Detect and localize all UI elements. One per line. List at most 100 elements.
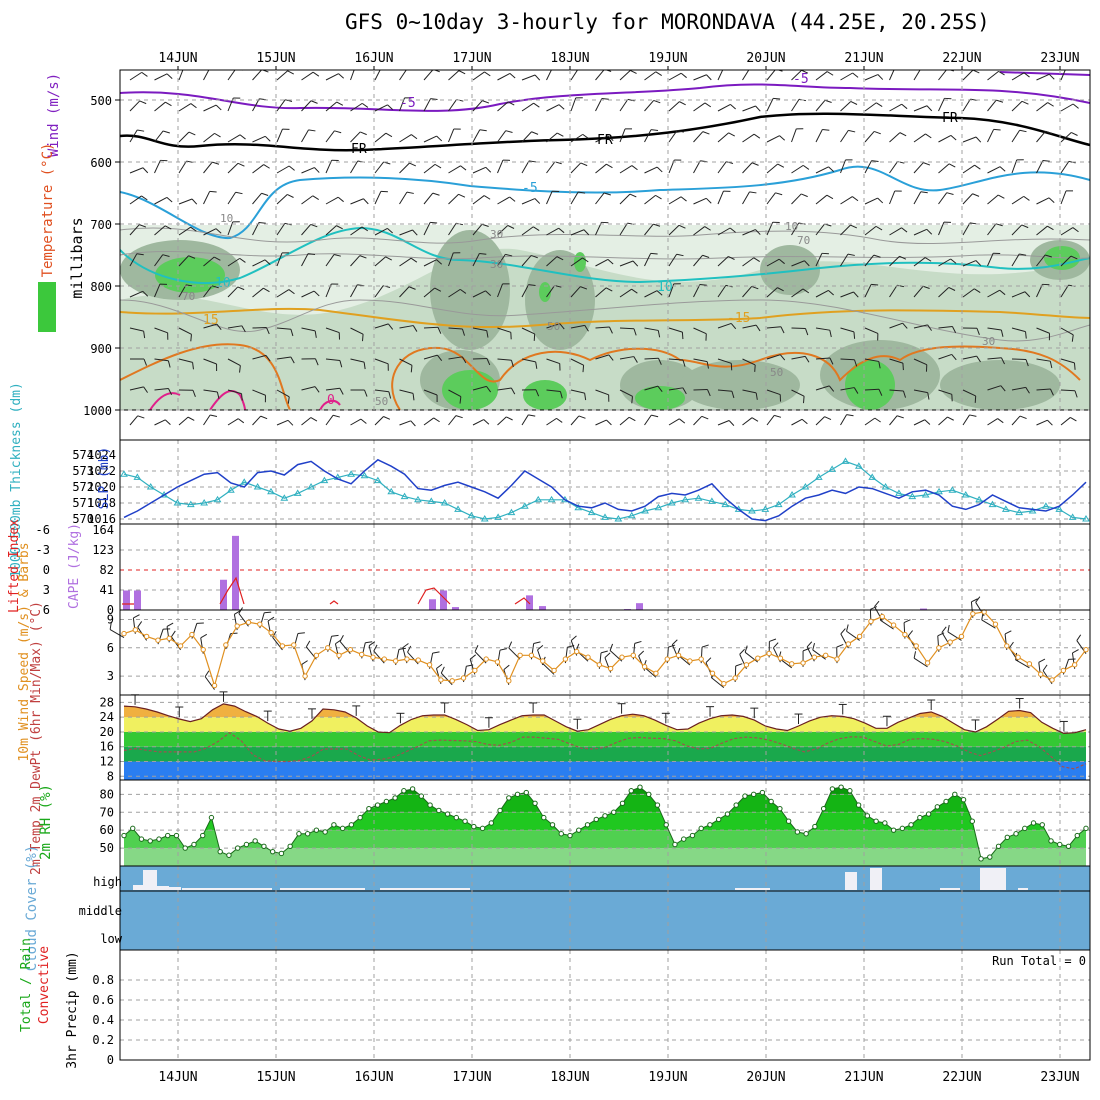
wind-barb-flag bbox=[556, 256, 564, 261]
wind-barb-flag bbox=[950, 135, 957, 141]
wind-barb bbox=[987, 289, 1000, 298]
wind-barb bbox=[227, 191, 237, 205]
temp-band bbox=[124, 703, 1086, 718]
rh-point bbox=[156, 836, 162, 842]
wind-barb-flag bbox=[481, 223, 489, 227]
wind-barb bbox=[276, 419, 289, 426]
wind-barb bbox=[1011, 327, 1026, 333]
upper-wind-barbs bbox=[129, 67, 1079, 404]
wind-barb bbox=[619, 128, 626, 143]
wind-barb-flag bbox=[164, 419, 171, 425]
rh-point bbox=[724, 811, 731, 817]
wind-barb bbox=[717, 103, 731, 112]
wind-barb-flag bbox=[753, 257, 760, 262]
wind-barb-flag bbox=[260, 415, 268, 420]
wind-barb bbox=[889, 389, 904, 392]
wind-barb-flag bbox=[361, 102, 369, 108]
thickness-point bbox=[293, 489, 302, 496]
rh-contour bbox=[120, 227, 1090, 245]
date-label-bottom: 23JUN bbox=[1040, 1070, 1079, 1085]
wind-barb bbox=[301, 224, 312, 236]
wind-barb bbox=[693, 197, 707, 205]
date-label-bottom: 16JUN bbox=[354, 1070, 393, 1085]
wind-barb-flag bbox=[606, 419, 612, 426]
wind-barb bbox=[521, 160, 530, 174]
wind-barb bbox=[717, 227, 731, 236]
wind-barb bbox=[350, 327, 364, 335]
wind-barb-flag bbox=[924, 419, 931, 425]
wind-barb-flag bbox=[460, 165, 467, 171]
wind-barb bbox=[497, 327, 511, 333]
wind-barb-flag bbox=[924, 257, 932, 262]
wind-barb-flag bbox=[873, 254, 881, 258]
rh-contour-label: 70 bbox=[182, 290, 195, 303]
wind-barb-flag bbox=[459, 288, 467, 294]
wind-barb-flag bbox=[200, 633, 208, 639]
wind-barb bbox=[595, 192, 605, 205]
wind-barb-flag bbox=[755, 324, 761, 332]
wind-barb bbox=[962, 414, 970, 426]
wind-barb bbox=[472, 223, 483, 236]
wind-barb-flag bbox=[871, 283, 879, 286]
thickness-point bbox=[520, 502, 529, 509]
rh-point bbox=[978, 856, 984, 862]
wind-barb bbox=[1060, 227, 1074, 236]
thickness-point bbox=[654, 503, 663, 511]
wind-barb-flag bbox=[969, 222, 977, 225]
wind-barb bbox=[423, 354, 438, 360]
wind-barb-flag bbox=[751, 162, 759, 166]
rh-point bbox=[269, 848, 276, 855]
wind-barb bbox=[742, 229, 756, 236]
wind-speed-point bbox=[675, 652, 682, 659]
wind-barb bbox=[350, 255, 361, 267]
wind-barb bbox=[717, 190, 724, 205]
wind-barb-flag bbox=[469, 654, 476, 660]
rh-contours bbox=[120, 227, 1090, 342]
rh-point bbox=[401, 788, 407, 794]
tick-label-rh: 60 bbox=[100, 823, 114, 837]
wind-speed-point bbox=[1071, 662, 1078, 668]
wind-barb bbox=[889, 255, 900, 267]
wind-barb bbox=[542, 662, 555, 675]
wind-barb-flag bbox=[853, 291, 859, 298]
wind-barb-flag bbox=[553, 67, 560, 68]
tick-label-precip: 0.4 bbox=[92, 1013, 114, 1027]
wind-barb bbox=[815, 223, 826, 236]
wind-speed-point bbox=[992, 621, 999, 627]
wind-barb-flag bbox=[847, 253, 855, 256]
wind-barb bbox=[644, 223, 654, 236]
wind-barb-flag bbox=[731, 391, 735, 399]
wind-barb-flag bbox=[433, 417, 440, 423]
wind-barb bbox=[448, 193, 459, 205]
wind-barb bbox=[791, 222, 800, 236]
thickness-point bbox=[440, 499, 449, 506]
wind-barb bbox=[472, 419, 484, 426]
rh-point bbox=[602, 813, 608, 819]
wind-barb-flag bbox=[310, 223, 318, 228]
rh-point bbox=[436, 807, 442, 814]
wind-barb-flag bbox=[826, 71, 834, 76]
temperature-axis-label: Temperature (°C) bbox=[40, 143, 56, 278]
wind-barb-flag bbox=[499, 648, 507, 651]
wind-barb bbox=[325, 327, 340, 334]
wind-barb bbox=[546, 285, 555, 298]
wind-barb-flag bbox=[212, 161, 220, 165]
wind-barb-flag bbox=[996, 99, 1004, 103]
wind-barb bbox=[938, 134, 952, 143]
thickness-point bbox=[146, 483, 155, 490]
wind-barb bbox=[791, 70, 802, 81]
wind-barb-flag bbox=[828, 290, 834, 296]
wind-speed-point bbox=[291, 642, 297, 648]
isotherm-label-10: 10 bbox=[215, 276, 231, 291]
wind-barb-flag bbox=[701, 415, 709, 420]
wind-barb bbox=[497, 72, 511, 81]
rh-blob-moist bbox=[574, 252, 586, 272]
wind-barb bbox=[668, 358, 684, 361]
wind-barb-flag bbox=[272, 631, 277, 638]
wind-speed-point bbox=[789, 661, 795, 667]
wind-barb bbox=[840, 387, 855, 391]
wind-barb-flag bbox=[558, 104, 565, 110]
wind-barb bbox=[521, 131, 532, 143]
wind-barb bbox=[791, 193, 802, 205]
thickness-point bbox=[387, 487, 396, 495]
